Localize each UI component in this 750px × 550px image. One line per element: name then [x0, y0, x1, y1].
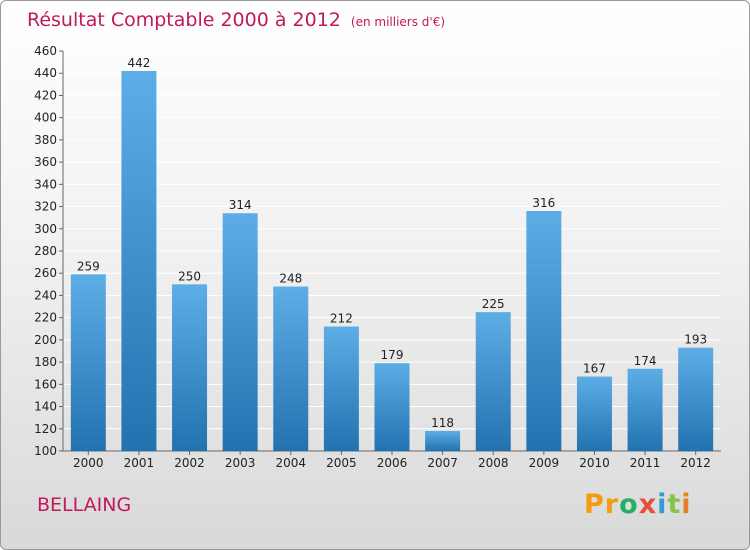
bar-2012: [678, 347, 714, 451]
x-tick-label: 2012: [680, 456, 711, 470]
bar-2003: [222, 213, 258, 451]
logo-letter: o: [619, 489, 639, 520]
x-tick-label: 2007: [427, 456, 458, 470]
x-tick-label: 2006: [377, 456, 408, 470]
x-tick-label: 2005: [326, 456, 357, 470]
y-tick-label: 400: [34, 111, 57, 125]
x-tick-label: 2000: [73, 456, 104, 470]
y-tick-label: 380: [34, 133, 57, 147]
value-label: 212: [330, 312, 353, 326]
bar-2005: [323, 326, 359, 451]
y-tick-label: 320: [34, 200, 57, 214]
y-tick-label: 260: [34, 266, 57, 280]
logo-letter: x: [638, 489, 658, 520]
bar-2000: [70, 274, 106, 451]
x-tick-labels: 2000 2001 2002 2003 2004 2005 2006 2007 2008 2009…: [73, 456, 711, 470]
y-tick-label: 340: [34, 177, 57, 191]
y-tick-label: 280: [34, 244, 57, 258]
x-tick-label: 2008: [478, 456, 509, 470]
bar-2002: [172, 284, 208, 451]
bar-2011: [627, 368, 663, 451]
bar-2009: [526, 211, 562, 451]
y-tick-label: 460: [34, 44, 57, 58]
value-label: 118: [431, 416, 454, 430]
chart-title: Résultat Comptable 2000 à 2012 (en millie…: [27, 9, 445, 31]
value-label: 174: [634, 354, 657, 368]
y-tick-label: 420: [34, 88, 57, 102]
chart-title-text: Résultat Comptable 2000 à 2012: [27, 9, 341, 31]
value-label: 259: [77, 259, 100, 273]
x-tick-label: 2011: [630, 456, 661, 470]
bar-2004: [273, 286, 309, 451]
logo-letter: P: [584, 489, 605, 520]
logo-letter: r: [604, 489, 620, 520]
y-tick-label: 140: [34, 400, 57, 414]
x-tick-label: 2001: [124, 456, 155, 470]
value-label: 250: [178, 269, 201, 283]
bar-2010: [576, 376, 612, 451]
bar-2006: [374, 363, 410, 451]
y-tick-label: 100: [34, 444, 57, 458]
y-tick-label: 160: [34, 377, 57, 391]
bar-2001: [121, 71, 157, 451]
bars: [70, 71, 714, 451]
y-tick-label: 180: [34, 355, 57, 369]
x-tick-label: 2004: [275, 456, 306, 470]
x-tick-label: 2010: [579, 456, 610, 470]
value-label: 225: [482, 297, 505, 311]
x-tick-label: 2009: [529, 456, 560, 470]
logo-letter: i: [681, 489, 692, 520]
proxiti-logo: Proxiti: [584, 489, 692, 520]
y-tick-labels: 100 120 140 160 180 200 220 240 260 280 300 320 340 3…: [34, 44, 57, 458]
logo-letter: i: [657, 489, 668, 520]
x-tick-label: 2003: [225, 456, 256, 470]
value-label: 193: [684, 333, 707, 347]
value-label: 179: [381, 348, 404, 362]
y-tick-label: 200: [34, 333, 57, 347]
value-label: 314: [229, 198, 252, 212]
x-tick-label: 2002: [174, 456, 205, 470]
y-tick-label: 360: [34, 155, 57, 169]
place-name: BELLAING: [37, 494, 132, 516]
bar-2007: [425, 431, 461, 451]
value-label: 442: [127, 56, 150, 70]
value-label: 316: [532, 196, 555, 210]
value-label: 248: [279, 272, 302, 286]
value-label: 167: [583, 362, 606, 376]
bar-2008: [475, 312, 511, 451]
value-labels: 259 442 250 314 248 212 179 118 225 316 167 174 193: [77, 56, 707, 430]
y-tick-label: 440: [34, 66, 57, 80]
y-tick-label: 240: [34, 288, 57, 302]
chart-subtitle: (en milliers d'€): [350, 15, 446, 29]
y-tick-label: 220: [34, 311, 57, 325]
logo-letter: t: [667, 489, 682, 520]
y-tick-label: 300: [34, 222, 57, 236]
y-tick-label: 120: [34, 422, 57, 436]
